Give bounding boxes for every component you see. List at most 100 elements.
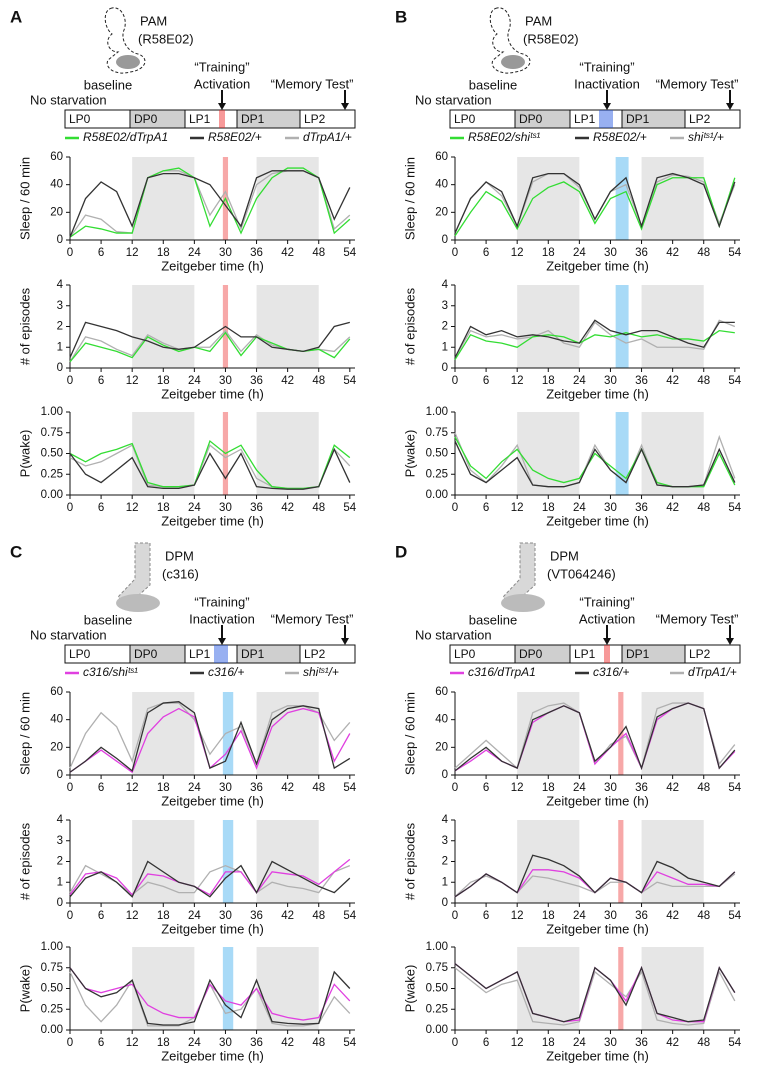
x-tick-label: 6 [98, 910, 104, 922]
dark-period [256, 412, 319, 495]
condition-label: No starvation [415, 92, 492, 107]
x-tick-label: 18 [542, 247, 555, 259]
phase-label: LP1 [189, 647, 211, 661]
phase-box [684, 109, 741, 129]
condition-label: No starvation [415, 627, 492, 642]
y-tick-label: 0.50 [426, 448, 448, 460]
x-tick-label: 18 [157, 502, 170, 514]
x-tick-label: 18 [542, 1037, 555, 1049]
x-axis-label: Zeitgeber time (h) [546, 793, 649, 808]
x-tick-label: 30 [219, 502, 232, 514]
phase-label: LP2 [304, 647, 326, 661]
x-tick-label: 54 [343, 502, 356, 514]
x-tick-label: 48 [697, 1037, 710, 1049]
manipulation-window [222, 947, 234, 1030]
panel-label: C [10, 542, 22, 561]
x-tick-label: 18 [157, 247, 170, 259]
phase-box [299, 644, 356, 664]
manipulation-label: Inactivation [574, 76, 640, 91]
x-tick-label: 24 [573, 782, 586, 794]
manipulation-window [618, 947, 624, 1030]
x-tick-label: 54 [343, 247, 356, 259]
dark-period [517, 947, 580, 1030]
y-tick-label: 4 [57, 279, 64, 291]
x-tick-label: 18 [157, 375, 170, 387]
dark-period [517, 285, 580, 368]
y-axis-label: # of episodes [402, 822, 417, 900]
x-tick-label: 30 [219, 910, 232, 922]
x-tick-label: 12 [511, 247, 524, 259]
memory-test-label: “Memory Test” [656, 76, 739, 91]
x-tick-label: 6 [98, 502, 104, 514]
series-line [69, 167, 351, 238]
x-tick-label: 42 [666, 502, 679, 514]
x-tick-label: 0 [452, 782, 458, 794]
y-tick-label: 0.00 [426, 489, 448, 501]
x-axis-label: Zeitgeber time (h) [161, 921, 264, 936]
x-tick-label: 54 [728, 502, 741, 514]
x-tick-label: 18 [542, 502, 555, 514]
x-tick-label: 0 [67, 782, 73, 794]
dark-period [641, 285, 704, 368]
dark-period [132, 947, 195, 1030]
y-tick-label: 3 [442, 300, 448, 312]
series-line [454, 854, 736, 898]
x-tick-label: 6 [98, 1037, 104, 1049]
y-tick-label: 0 [442, 897, 448, 909]
manipulation-label: Activation [194, 76, 250, 91]
brain-icon [116, 594, 160, 612]
y-tick-label: 20 [435, 741, 448, 753]
x-tick-label: 0 [452, 247, 458, 259]
x-tick-label: 18 [542, 910, 555, 922]
y-tick-label: 20 [435, 206, 448, 218]
x-tick-label: 24 [188, 1037, 201, 1049]
y-tick-label: 2 [57, 321, 63, 333]
driver-name: (R58E02) [523, 31, 579, 46]
y-tick-label: 2 [442, 321, 448, 333]
x-tick-label: 36 [250, 247, 263, 259]
y-tick-label: 0.75 [426, 427, 448, 439]
x-tick-label: 30 [604, 502, 617, 514]
x-axis-label: Zeitgeber time (h) [161, 793, 264, 808]
x-axis-label: Zeitgeber time (h) [546, 258, 649, 273]
x-axis-label: Zeitgeber time (h) [161, 258, 264, 273]
x-tick-label: 6 [483, 910, 489, 922]
y-tick-label: 0.50 [426, 983, 448, 995]
y-tick-label: 3 [57, 300, 63, 312]
x-tick-label: 12 [511, 375, 524, 387]
legend-label: R58E02/shiᵗˢ¹ [468, 130, 540, 144]
y-tick-label: 0 [57, 769, 63, 781]
baseline-label: baseline [469, 77, 517, 92]
x-tick-label: 42 [666, 910, 679, 922]
dark-period [256, 820, 319, 903]
x-tick-label: 18 [157, 782, 170, 794]
y-axis-label: # of episodes [17, 822, 32, 900]
x-tick-label: 54 [728, 247, 741, 259]
manipulation-label: Inactivation [189, 611, 255, 626]
x-axis-label: Zeitgeber time (h) [546, 513, 649, 528]
chart: 0.00 0.25 0.50 0.75 1.00 0 6 12 18 24 30 36 42 48 54 Ze… [17, 941, 356, 1063]
x-tick-label: 30 [219, 1037, 232, 1049]
legend-label: R58E02/+ [208, 130, 262, 144]
x-tick-label: 30 [604, 375, 617, 387]
dark-period [132, 820, 195, 903]
series-line [69, 439, 351, 490]
phase-label: LP2 [689, 647, 711, 661]
x-tick-label: 48 [697, 910, 710, 922]
manipulation-window [615, 157, 629, 240]
training-label: “Training” [579, 59, 634, 74]
phase-label: LP1 [574, 112, 596, 126]
x-tick-label: 36 [250, 502, 263, 514]
panel-label: A [10, 7, 22, 26]
x-tick-label: 48 [697, 247, 710, 259]
series-line [454, 329, 735, 361]
training-label: “Training” [194, 59, 249, 74]
y-tick-label: 0.00 [426, 1024, 448, 1036]
memory-test-label: “Memory Test” [271, 76, 354, 91]
x-tick-label: 54 [343, 910, 356, 922]
x-tick-label: 0 [452, 1037, 458, 1049]
x-tick-label: 54 [343, 782, 356, 794]
x-tick-label: 42 [281, 375, 294, 387]
chart: 0 20 40 60 0 6 12 18 24 30 36 42 48 54 Zeitgeber time … [17, 686, 356, 808]
x-axis-label: Zeitgeber time (h) [546, 1048, 649, 1063]
